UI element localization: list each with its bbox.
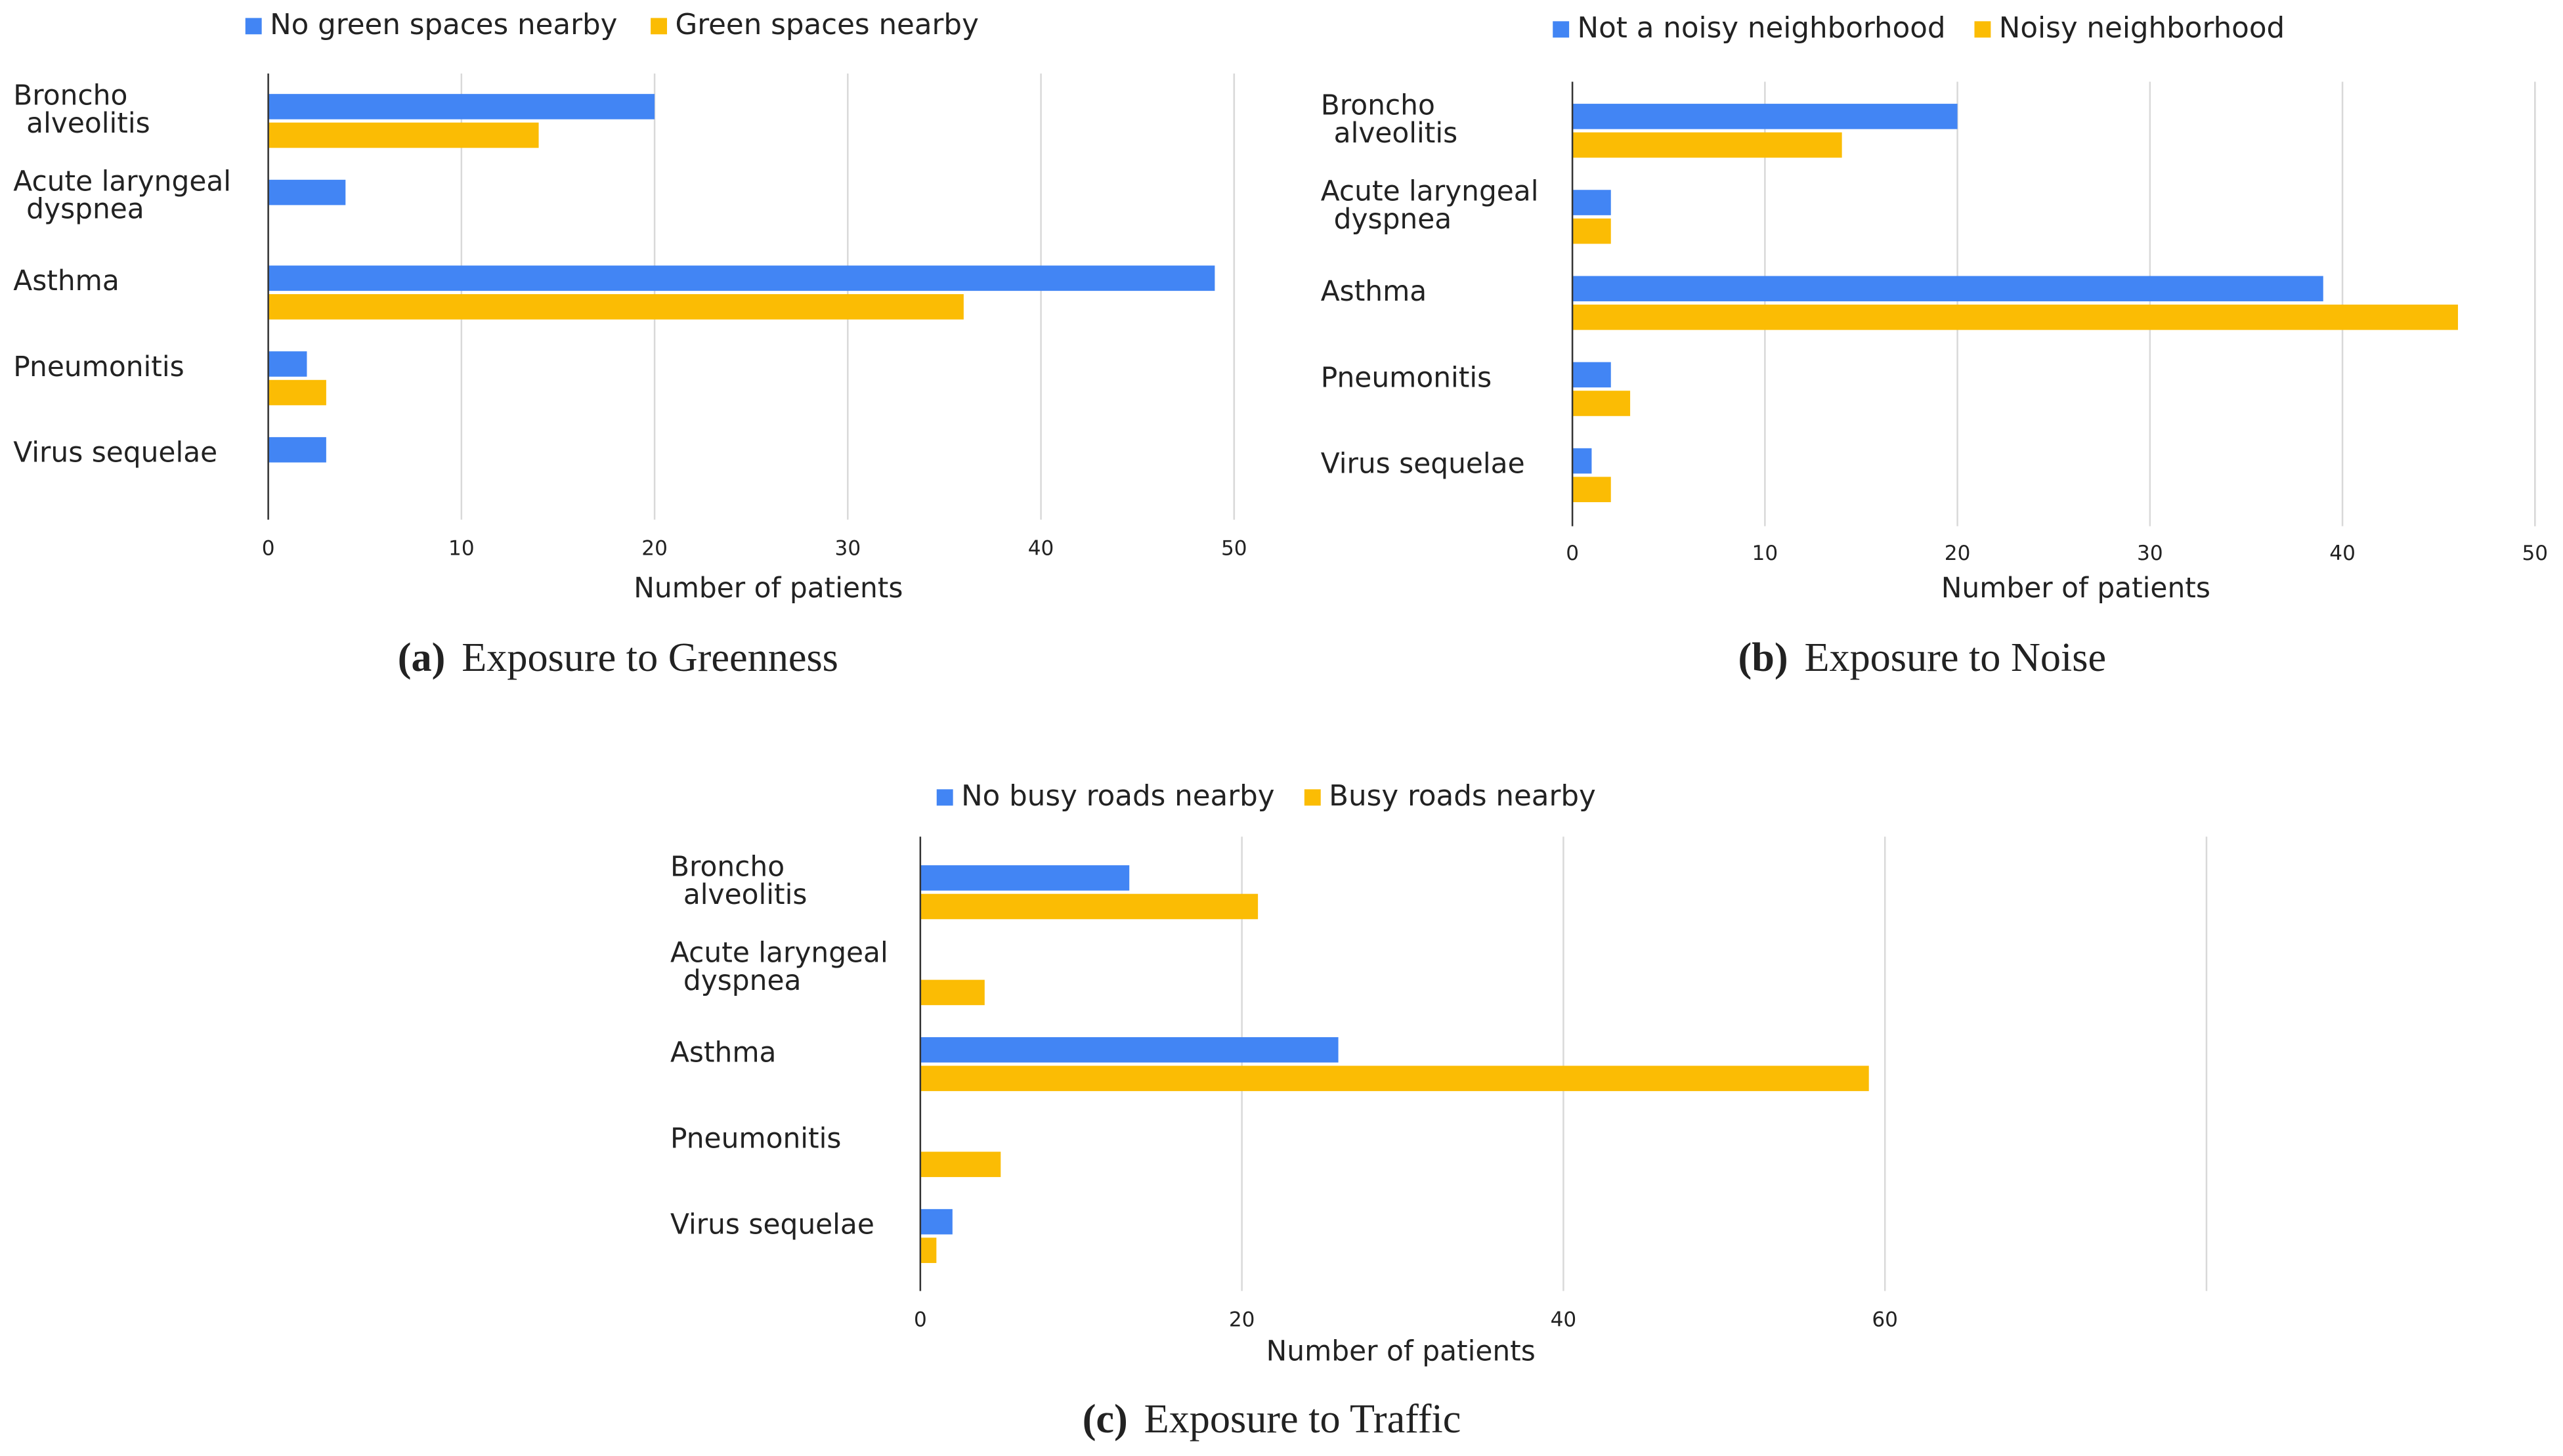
category-label: Acute laryngeal bbox=[1321, 175, 1539, 207]
x-tick-label: 10 bbox=[448, 536, 475, 560]
bar bbox=[920, 1237, 937, 1264]
x-tick-label: 40 bbox=[1028, 536, 1054, 560]
legend-label: Green spaces nearby bbox=[675, 9, 978, 41]
category-label: Virus sequelae bbox=[1321, 447, 1525, 479]
legend-label: Busy roads nearby bbox=[1329, 780, 1596, 813]
x-tick-label: 0 bbox=[262, 536, 275, 560]
legend-swatch bbox=[1304, 789, 1321, 806]
category-label: alveolitis bbox=[26, 107, 150, 139]
bar bbox=[1572, 362, 1611, 388]
legend-label: No green spaces nearby bbox=[270, 9, 617, 41]
category-label: alveolitis bbox=[683, 878, 807, 910]
category-label: Virus sequelae bbox=[13, 437, 217, 469]
bar bbox=[1572, 305, 2459, 330]
caption: (c) Exposure to Traffic bbox=[1083, 1397, 1461, 1442]
legend-label: No busy roads nearby bbox=[961, 780, 1274, 813]
category-label: alveolitis bbox=[1334, 117, 1457, 149]
bar bbox=[920, 1065, 1869, 1092]
bar bbox=[920, 1209, 953, 1235]
x-tick-label: 30 bbox=[835, 536, 861, 560]
bar bbox=[1572, 276, 2323, 302]
caption-label: (a) bbox=[398, 635, 446, 680]
caption-text: Exposure to Greenness bbox=[462, 635, 838, 680]
bar bbox=[268, 437, 326, 463]
bar bbox=[920, 893, 1259, 920]
x-tick-label: 40 bbox=[1551, 1308, 1577, 1331]
category-label: dyspnea bbox=[683, 964, 802, 996]
bar bbox=[1572, 477, 1611, 502]
category-label: dyspnea bbox=[26, 193, 144, 225]
bar bbox=[1572, 132, 1842, 158]
legend-label: Not a noisy neighborhood bbox=[1578, 12, 1946, 45]
bar bbox=[920, 865, 1130, 891]
category-label: Acute laryngeal bbox=[670, 937, 888, 969]
category-label: Broncho bbox=[13, 79, 127, 112]
bar bbox=[268, 294, 964, 320]
caption-label: (b) bbox=[1738, 635, 1788, 680]
bar bbox=[920, 979, 985, 1006]
x-tick-label: 20 bbox=[1945, 542, 1971, 565]
x-tick-label: 0 bbox=[914, 1308, 927, 1331]
bar bbox=[268, 122, 539, 148]
caption-label: (c) bbox=[1083, 1397, 1128, 1442]
bar bbox=[268, 94, 655, 119]
category-label: Broncho bbox=[670, 851, 785, 883]
x-tick-label: 40 bbox=[2329, 542, 2356, 565]
bar bbox=[1572, 104, 1958, 129]
category-label: Asthma bbox=[13, 265, 119, 297]
x-tick-label: 10 bbox=[1752, 542, 1778, 565]
caption: (b) Exposure to Noise bbox=[1738, 635, 2107, 680]
bar bbox=[268, 379, 326, 406]
category-label: Asthma bbox=[670, 1037, 776, 1069]
legend-swatch bbox=[1974, 21, 1991, 38]
bar bbox=[920, 1151, 1001, 1178]
x-tick-label: 20 bbox=[1229, 1308, 1255, 1331]
x-tick-label: 60 bbox=[1872, 1308, 1898, 1331]
category-label: Broncho bbox=[1321, 89, 1435, 121]
legend-swatch bbox=[1553, 21, 1570, 38]
category-label: Pneumonitis bbox=[1321, 361, 1492, 393]
x-axis-title: Number of patients bbox=[1266, 1335, 1536, 1367]
category-label: Pneumonitis bbox=[13, 351, 184, 383]
category-label: Asthma bbox=[1321, 275, 1427, 307]
bar bbox=[1572, 448, 1592, 474]
category-label: Pneumonitis bbox=[670, 1123, 841, 1155]
category-label: dyspnea bbox=[1334, 203, 1452, 235]
x-tick-label: 0 bbox=[1566, 542, 1579, 565]
caption: (a) Exposure to Greenness bbox=[398, 635, 838, 680]
x-tick-label: 20 bbox=[641, 536, 668, 560]
bar bbox=[920, 1037, 1339, 1063]
bar bbox=[1572, 391, 1631, 416]
x-axis-title: Number of patients bbox=[634, 572, 903, 604]
x-tick-label: 50 bbox=[1221, 536, 1247, 560]
bar bbox=[268, 179, 346, 205]
legend-label: Noisy neighborhood bbox=[1999, 12, 2285, 45]
x-tick-label: 30 bbox=[2137, 542, 2163, 565]
bar bbox=[1572, 218, 1611, 244]
bar bbox=[1572, 190, 1611, 215]
caption-text: Exposure to Noise bbox=[1804, 635, 2106, 680]
legend-swatch bbox=[936, 789, 953, 806]
legend-swatch bbox=[651, 18, 668, 35]
category-label: Acute laryngeal bbox=[13, 165, 231, 197]
bar bbox=[268, 351, 307, 377]
caption-text: Exposure to Traffic bbox=[1144, 1397, 1461, 1442]
category-label: Virus sequelae bbox=[670, 1208, 874, 1240]
legend-swatch bbox=[245, 18, 262, 35]
x-tick-label: 50 bbox=[2522, 542, 2549, 565]
x-axis-title: Number of patients bbox=[1941, 572, 2210, 604]
bar bbox=[268, 265, 1215, 291]
